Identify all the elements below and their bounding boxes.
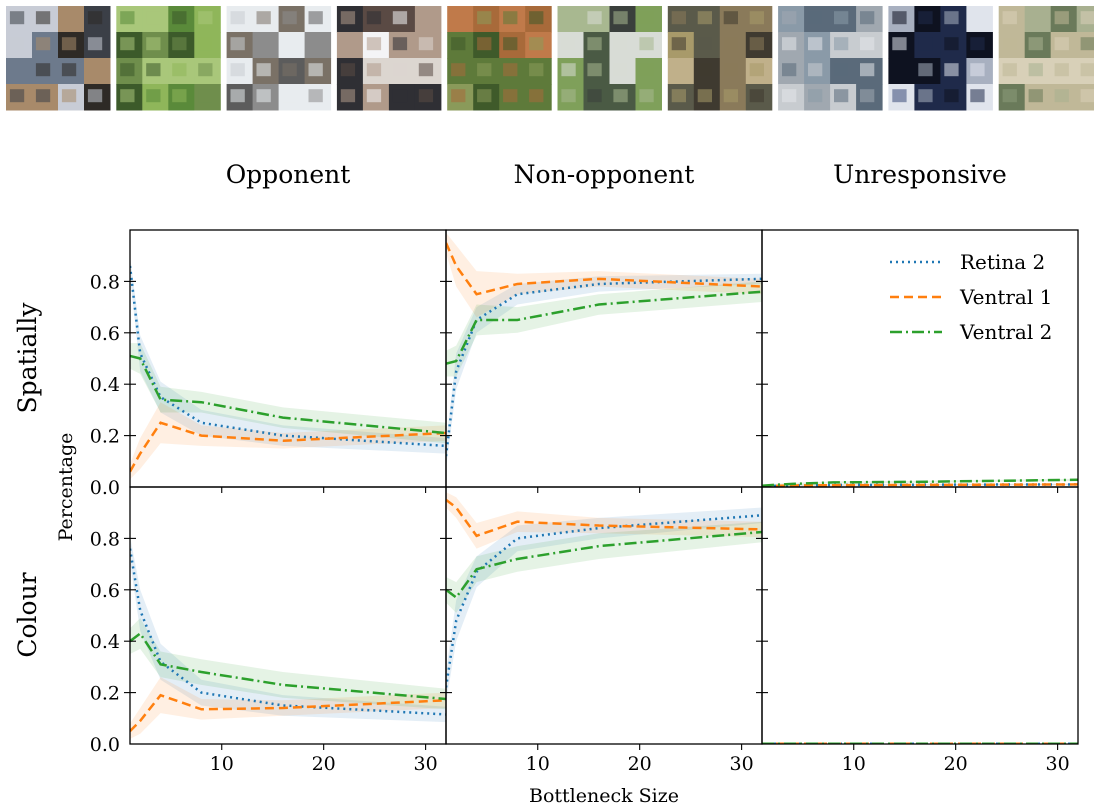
patch-image-2: [116, 6, 221, 111]
x-tick-label: 10: [210, 753, 234, 775]
patch-image-7: [667, 6, 773, 111]
patch-image-strip: [6, 6, 1094, 111]
panel-spatially-non-opponent: [440, 229, 763, 493]
legend: Retina 2 Ventral 1 Ventral 2: [890, 250, 1052, 344]
x-tick-label: 20: [944, 753, 968, 775]
band-ventral-1: [130, 677, 446, 739]
panel-frame: [761, 486, 1079, 745]
patch-image-8: [778, 6, 883, 111]
legend-label: Ventral 1: [959, 285, 1052, 309]
x-tick-label: 20: [312, 753, 336, 775]
x-tick-label: 30: [730, 753, 754, 775]
patch-image-5: [447, 6, 552, 111]
x-tick-label: 20: [628, 753, 652, 775]
x-tick-label: 10: [842, 753, 866, 775]
y-tick-label: 0.0: [90, 734, 120, 756]
panel-frame: [445, 229, 763, 488]
x-tick-label: 10: [526, 753, 550, 775]
band-ventral-1: [446, 232, 762, 318]
y-tick-label: 0.8: [90, 528, 120, 550]
legend-label: Ventral 2: [959, 320, 1052, 344]
series-line-retina-2: [762, 483, 1078, 487]
patch-image-3: [226, 6, 332, 111]
patch-image-4: [336, 6, 442, 111]
patch-image-1: [6, 6, 111, 111]
legend-entry-ventral-2: Ventral 2: [890, 320, 1052, 344]
series-line-ventral-2: [446, 290, 762, 365]
patch-image-10: [998, 6, 1094, 111]
patch-image-9: [888, 6, 993, 111]
column-title-opponent: Opponent: [226, 160, 351, 189]
legend-entry-retina-2: Retina 2: [890, 250, 1045, 274]
series-line-ventral-2: [130, 354, 446, 435]
y-tick-label: 0.2: [90, 683, 120, 705]
panels: 0.2 0.4 0.6 0.8 0.0 0.2 0.4 0.6 0.8 0.0 10 20 30 10 20…: [90, 229, 1079, 775]
y-tick-label: 0.6: [90, 323, 120, 345]
y-tick-label: 0.8: [90, 271, 120, 293]
row-label-colour: Colour: [13, 572, 42, 657]
series-line-ventral-1: [762, 483, 1078, 487]
panel-colour-non-opponent: 10 20 30: [440, 486, 763, 775]
series-line-ventral-2: [446, 530, 762, 600]
band-ventral-2: [446, 281, 762, 377]
y-tick-label: 0.0: [90, 477, 120, 499]
series-line-ventral-1: [446, 498, 762, 538]
x-tick-label: 30: [1046, 753, 1070, 775]
y-tick-label: 0.6: [90, 580, 120, 602]
legend-label: Retina 2: [960, 250, 1045, 274]
band-ventral-2: [446, 521, 762, 613]
x-tick-label: 30: [414, 753, 438, 775]
series-line-ventral-1: [130, 693, 446, 733]
band-ventral-1: [446, 492, 762, 549]
y-tick-label: 0.4: [90, 374, 120, 396]
panel-colour-opponent: 0.0 0.2 0.4 0.6 0.8 0.0 10 20 30: [90, 477, 447, 775]
series-line-ventral-2: [130, 631, 446, 701]
y-axis-label: Percentage: [55, 433, 77, 542]
x-axis-label: Bottleneck Size: [529, 785, 679, 805]
column-titles: Opponent Non-opponent Unresponsive: [226, 160, 1007, 189]
band-ventral-2: [130, 618, 446, 710]
series-line-retina-2: [130, 265, 446, 448]
band-ventral-2: [130, 343, 446, 444]
panel-spatially-opponent: 0.2 0.4 0.6 0.8: [90, 229, 447, 493]
legend-entry-ventral-1: Ventral 1: [890, 285, 1052, 309]
series-line-ventral-2: [762, 478, 1078, 487]
series-line-ventral-1: [130, 421, 446, 473]
row-labels: Spatially Colour: [13, 302, 42, 658]
column-title-unresponsive: Unresponsive: [833, 160, 1007, 189]
column-title-non-opponent: Non-opponent: [514, 160, 695, 189]
row-label-spatially: Spatially: [13, 302, 42, 414]
y-tick-label: 0.4: [90, 631, 120, 653]
patch-image-6: [557, 6, 662, 111]
series-line-ventral-1: [446, 242, 762, 296]
panel-colour-unresponsive: 10 20 30: [756, 486, 1079, 775]
y-tick-label: 0.2: [90, 426, 120, 448]
